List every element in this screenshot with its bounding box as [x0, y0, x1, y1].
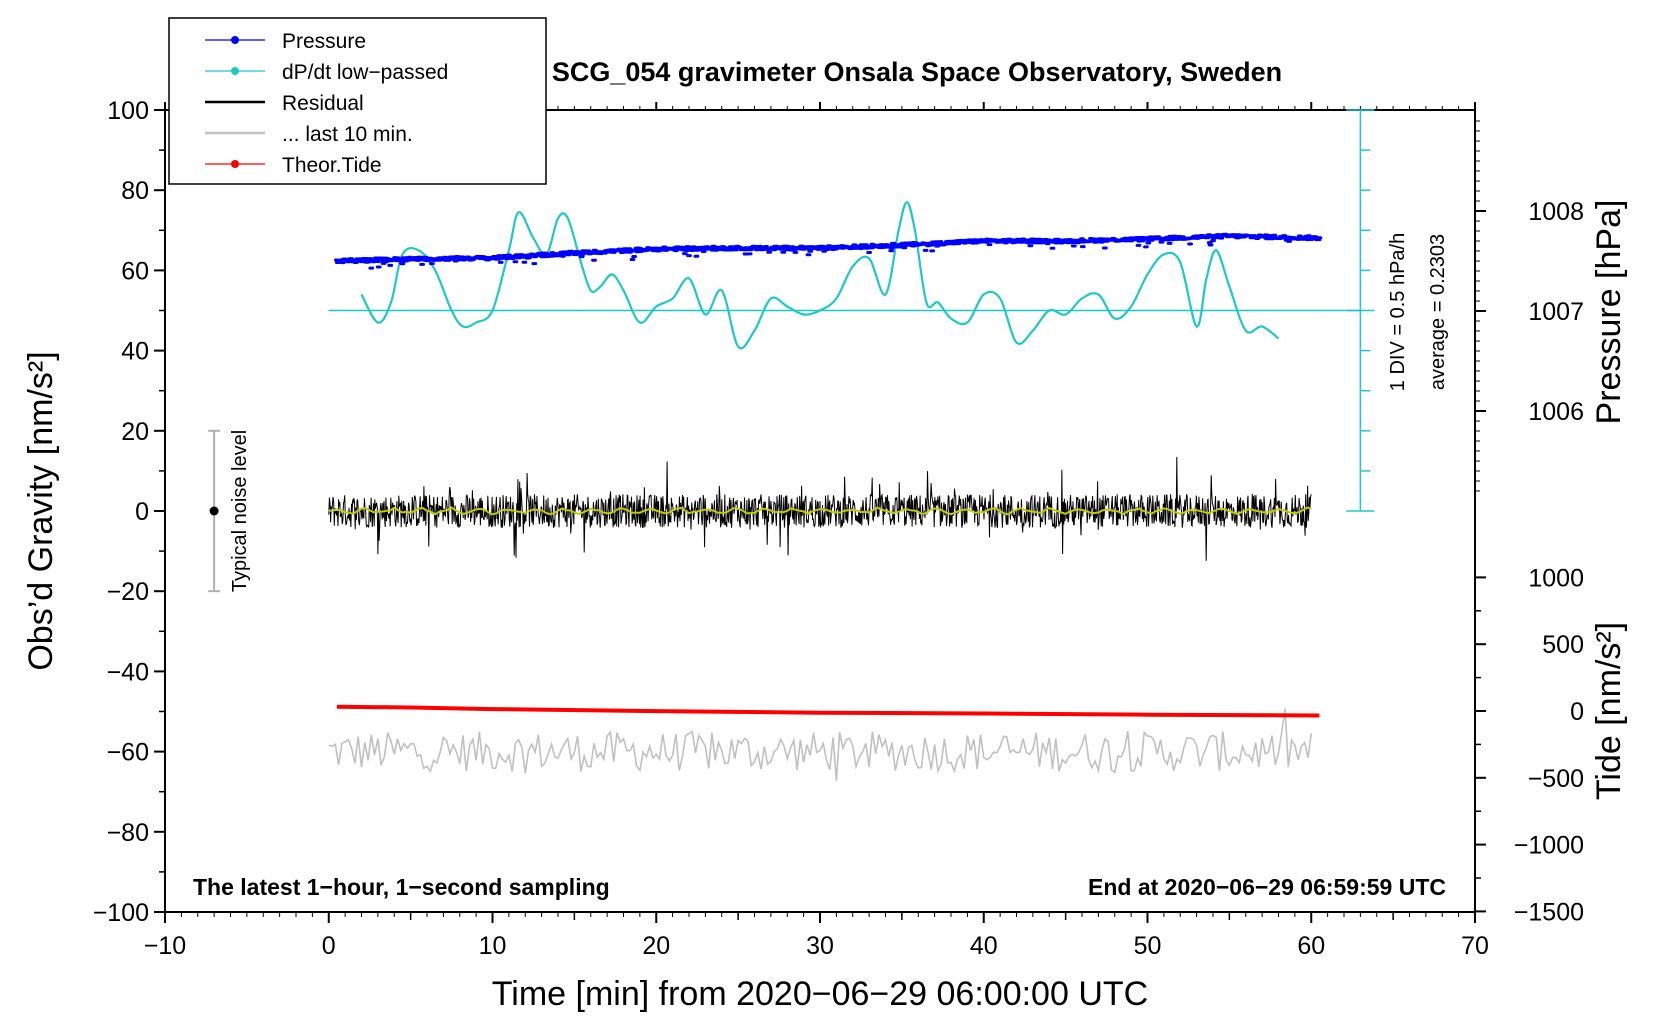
tide-tick-label: −1000 — [1514, 832, 1584, 860]
y-tick-label: −40 — [107, 658, 149, 686]
dpdt-average-label: average = 0.2303 — [1427, 234, 1449, 390]
y-tick-label: −20 — [107, 578, 149, 606]
series-theor-tide — [336, 704, 1320, 718]
y-tick-label: 80 — [121, 177, 149, 205]
pressure-axis-title: Pressure [hPa] — [1590, 200, 1628, 425]
dpdt-scale-axis — [328, 109, 1375, 512]
x-tick-label: 60 — [1297, 932, 1325, 960]
tide-tick-label: 1000 — [1528, 564, 1584, 592]
series-dpdt — [360, 201, 1280, 350]
legend-label: Residual — [282, 92, 364, 115]
x-axis-title: Time [min] from 2020−06−29 06:00:00 UTC — [492, 975, 1148, 1013]
tide-tick-label: 500 — [1542, 631, 1584, 659]
chart-title: SCG_054 gravimeter Onsala Space Observat… — [552, 57, 1282, 87]
y-axis-title: Obs’d Gravity [nm/s²] — [22, 351, 60, 670]
x-tick-label: 30 — [806, 932, 834, 960]
tide-tick-label: 0 — [1570, 698, 1584, 726]
legend: Pressure dP/dt low−passed Residual ... last… — [168, 17, 547, 185]
x-tick-label: 0 — [322, 932, 336, 960]
legend-label: Pressure — [282, 30, 366, 53]
y-tick-label: 40 — [121, 338, 149, 366]
y-tick-label: 60 — [121, 257, 149, 285]
legend-label: dP/dt low−passed — [282, 61, 448, 84]
noise-label: Typical noise level — [229, 430, 251, 592]
x-tick-label: 10 — [479, 932, 507, 960]
legend-marker — [231, 67, 239, 75]
y-tick-label: 0 — [135, 498, 149, 526]
y-tick-label: −60 — [107, 739, 149, 767]
noise-bar-center — [209, 506, 219, 516]
tide-axis-title: Tide [nm/s²] — [1590, 622, 1628, 800]
tide-tick-label: −500 — [1528, 765, 1584, 793]
pressure-tick-label: 1008 — [1528, 198, 1584, 226]
footer-left: The latest 1−hour, 1−second sampling — [193, 874, 610, 900]
series-residual-smoothed — [328, 506, 1312, 516]
pressure-points — [334, 232, 1323, 270]
legend-marker — [231, 160, 239, 168]
series-layer — [328, 201, 1323, 781]
y-tick-label: 20 — [121, 418, 149, 446]
pressure-tick-label: 1006 — [1528, 398, 1584, 426]
footer-right: End at 2020−06−29 06:59:59 UTC — [1088, 874, 1446, 900]
x-tick-label: 40 — [970, 932, 998, 960]
axis-ticks: −10 0 10 20 30 40 50 60 70100806040200−20−40−60−… — [93, 97, 1584, 960]
legend-label: ... last 10 min. — [282, 123, 413, 146]
tide-tick-label: −1500 — [1514, 898, 1584, 926]
series-last-10-min — [328, 708, 1313, 781]
y-tick-label: −80 — [107, 819, 149, 847]
dpdt-scale-label: 1 DIV = 0.5 hPa/h — [1387, 233, 1409, 391]
x-tick-label: 20 — [642, 932, 670, 960]
y-tick-label: 100 — [107, 97, 149, 125]
y-tick-label: −100 — [93, 899, 149, 927]
x-tick-label: −10 — [144, 932, 186, 960]
x-tick-label: 70 — [1461, 932, 1489, 960]
series-residual — [328, 456, 1312, 561]
series-pressure — [334, 232, 1323, 270]
x-tick-label: 50 — [1134, 932, 1162, 960]
noise-bar — [208, 429, 221, 593]
legend-label: Theor.Tide — [282, 154, 382, 177]
pressure-tick-label: 1007 — [1528, 298, 1584, 326]
legend-marker — [231, 36, 239, 44]
